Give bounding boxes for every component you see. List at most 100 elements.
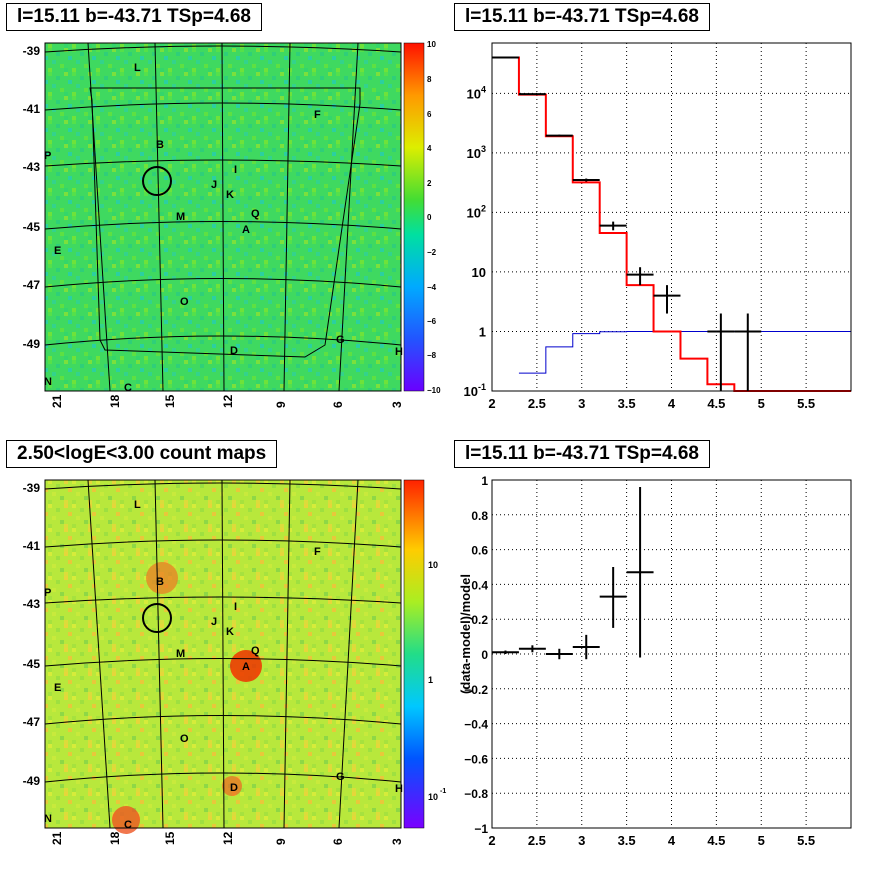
source-label-H: H bbox=[395, 783, 403, 795]
colorbar-tick: −10 bbox=[427, 386, 441, 395]
source-label-F: F bbox=[314, 546, 321, 558]
lat-label: -47 bbox=[23, 278, 41, 292]
x-tick-label: 4.5 bbox=[707, 833, 725, 848]
lat-label: -49 bbox=[23, 774, 41, 788]
y-tick-label: 0.4 bbox=[471, 578, 488, 592]
y-tick-label: −1 bbox=[474, 822, 488, 836]
lon-label: 6 bbox=[331, 838, 345, 845]
source-label-O: O bbox=[180, 733, 189, 745]
lat-label: -41 bbox=[23, 539, 41, 553]
lon-label: 12 bbox=[221, 394, 235, 408]
plot-frame bbox=[491, 479, 852, 829]
y-tick-label: 104 bbox=[467, 84, 486, 101]
y-tick-label: 10-1 bbox=[464, 382, 486, 399]
y-tick-label: 10 bbox=[472, 265, 486, 280]
map-top-title: l=15.11 b=-43.71 TSp=4.68 bbox=[6, 3, 262, 31]
source-label-Q: Q bbox=[251, 645, 260, 657]
source-label-D: D bbox=[230, 345, 238, 357]
plot-frame bbox=[491, 42, 852, 392]
colorbar-tick: -1 bbox=[440, 788, 446, 795]
lat-label: -49 bbox=[23, 337, 41, 351]
source-label-M: M bbox=[176, 211, 185, 223]
source-label-E: E bbox=[54, 682, 61, 694]
source-label-O: O bbox=[180, 296, 189, 308]
source-label-M: M bbox=[176, 648, 185, 660]
x-tick-label: 2 bbox=[488, 833, 495, 848]
y-axis-label: (data-model)/model bbox=[458, 574, 473, 694]
source-label-A: A bbox=[242, 661, 250, 673]
source-label-Q: Q bbox=[251, 208, 260, 220]
source-label-K: K bbox=[226, 189, 234, 201]
colorbar-tick: 8 bbox=[427, 75, 432, 84]
lon-label: 12 bbox=[221, 831, 235, 845]
lon-label: 6 bbox=[331, 401, 345, 408]
source-label-K: K bbox=[226, 626, 234, 638]
x-tick-label: 3.5 bbox=[618, 833, 636, 848]
x-tick-label: 2.5 bbox=[528, 833, 546, 848]
lat-label: -41 bbox=[23, 102, 41, 116]
plot-area bbox=[492, 43, 851, 391]
colorbar-tick: 10 bbox=[428, 560, 438, 570]
spectrum-title: l=15.11 b=-43.71 TSp=4.68 bbox=[454, 3, 710, 31]
colorbar-tick: 4 bbox=[427, 144, 432, 153]
x-tick-label: 3 bbox=[578, 833, 585, 848]
y-tick-label: 102 bbox=[467, 203, 486, 220]
colorbar-tick: 1 bbox=[428, 675, 433, 685]
source-label-J: J bbox=[211, 179, 217, 191]
lat-label: -45 bbox=[23, 657, 41, 671]
count-colorbar bbox=[403, 479, 425, 829]
lon-label: 15 bbox=[163, 831, 177, 845]
count-map-image bbox=[45, 480, 401, 828]
colorbar-tick: 0 bbox=[427, 213, 432, 222]
colorbar-tick: −8 bbox=[427, 351, 437, 360]
colorbar-tick: 6 bbox=[427, 110, 432, 119]
colorbar-tick: 2 bbox=[427, 179, 432, 188]
y-tick-label: 1 bbox=[481, 474, 488, 488]
colorbar-tick: −4 bbox=[427, 283, 437, 292]
source-label-N: N bbox=[44, 813, 52, 825]
lat-label: -45 bbox=[23, 220, 41, 234]
lon-label: 9 bbox=[274, 838, 288, 845]
map-bottom-title: 2.50<logE<3.00 count maps bbox=[6, 440, 278, 468]
colorbar-tick: 10 bbox=[428, 792, 438, 802]
map-top-grid bbox=[44, 42, 402, 392]
source-label-G: G bbox=[336, 771, 345, 783]
source-label-J: J bbox=[211, 616, 217, 628]
source-label-D: D bbox=[230, 782, 238, 794]
x-tick-label: 5.5 bbox=[797, 833, 815, 848]
lon-label: 15 bbox=[163, 394, 177, 408]
lon-label: 3 bbox=[390, 838, 404, 845]
map-bottom-grid bbox=[44, 479, 402, 829]
x-tick-label: 5 bbox=[758, 396, 765, 411]
x-tick-label: 4 bbox=[668, 396, 676, 411]
colorbar-tick: −6 bbox=[427, 317, 437, 326]
lat-label: -39 bbox=[23, 481, 41, 495]
source-label-A: A bbox=[242, 224, 250, 236]
total-model-line bbox=[492, 56, 851, 392]
y-tick-label: −0.6 bbox=[464, 752, 488, 766]
x-tick-label: 5.5 bbox=[797, 396, 815, 411]
lat-label: -43 bbox=[23, 597, 41, 611]
y-tick-label: 0.8 bbox=[471, 509, 488, 523]
source-label-F: F bbox=[314, 109, 321, 121]
y-tick-label: 0 bbox=[481, 648, 488, 662]
lat-label: -43 bbox=[23, 160, 41, 174]
source-label-L: L bbox=[134, 499, 141, 511]
x-tick-label: 3 bbox=[578, 396, 585, 411]
residual-colorbar bbox=[403, 42, 425, 392]
source-label-N: N bbox=[44, 376, 52, 388]
source-label-L: L bbox=[134, 62, 141, 74]
lon-label: 18 bbox=[108, 831, 122, 845]
roi-circle-bottom bbox=[142, 603, 172, 633]
x-tick-label: 4.5 bbox=[707, 396, 725, 411]
x-tick-label: 2 bbox=[488, 396, 495, 411]
lat-label: -39 bbox=[23, 44, 41, 58]
count-map-hotspots bbox=[112, 562, 262, 834]
lon-label: 3 bbox=[390, 401, 404, 408]
source-label-B: B bbox=[156, 139, 164, 151]
y-tick-label: 103 bbox=[467, 144, 486, 161]
